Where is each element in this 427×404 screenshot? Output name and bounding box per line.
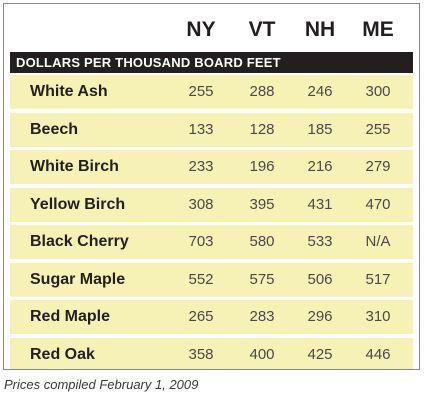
price-cell-me: 517	[365, 270, 391, 288]
price-cell-nh: 246	[307, 83, 333, 100]
price-cell-nh: 185	[307, 120, 333, 138]
price-cell-vt: 575	[249, 270, 275, 288]
price-cell-vt: 196	[249, 158, 275, 175]
price-cell-ny: 703	[188, 233, 214, 250]
column-header-row: NY VT NH ME	[4, 18, 419, 50]
price-cell-vt: 288	[249, 83, 275, 100]
species-name: Red Oak	[30, 345, 95, 363]
column-header-nh: NH	[304, 18, 336, 41]
table-row: Black Cherry 703 580 533 N/A	[10, 225, 413, 259]
price-cell-nh: 216	[307, 158, 333, 175]
species-name: Yellow Birch	[30, 195, 126, 213]
column-header-me: ME	[362, 18, 394, 41]
price-cell-ny: 255	[188, 83, 214, 100]
table-row: White Ash 255 288 246 300	[10, 75, 413, 109]
price-cell-vt: 283	[249, 308, 275, 325]
price-cell-ny: 233	[188, 158, 214, 175]
species-name: Black Cherry	[30, 233, 129, 250]
species-name: White Ash	[30, 83, 108, 100]
price-cell-ny: 552	[188, 270, 214, 288]
price-cell-vt: 395	[249, 195, 275, 213]
price-cell-me: 446	[365, 345, 391, 363]
table-body: White Ash 255 288 246 300 Beech 133 128 185 255 Wh…	[10, 75, 413, 369]
price-cell-nh: 425	[307, 345, 333, 363]
price-cell-ny: 358	[188, 345, 214, 363]
price-cell-me: 255	[365, 120, 391, 138]
price-cell-me: 470	[365, 195, 391, 213]
table-row: Yellow Birch 308 395 431 470	[10, 187, 413, 222]
price-cell-me: N/A	[365, 233, 391, 250]
price-cell-me: 310	[365, 308, 391, 325]
price-cell-vt: 400	[249, 345, 275, 363]
species-name: Beech	[30, 120, 79, 138]
column-header-ny: NY	[186, 18, 216, 41]
species-name: Sugar Maple	[30, 270, 126, 288]
table-row: White Birch 233 196 216 279	[10, 150, 413, 184]
table-row: Red Oak 358 400 425 446	[10, 337, 413, 369]
price-cell-vt: 128	[249, 120, 275, 138]
price-cell-ny: 308	[188, 195, 214, 213]
price-table: NY VT NH ME DOLLARS PER THOUSAND BOARD F…	[3, 3, 420, 370]
species-name: White Birch	[30, 158, 119, 175]
price-cell-me: 300	[365, 83, 391, 100]
table-row: Red Maple 265 283 296 310	[10, 300, 413, 334]
price-cell-me: 279	[365, 158, 391, 175]
price-cell-ny: 133	[188, 120, 214, 138]
price-cell-nh: 431	[307, 195, 333, 213]
price-cell-ny: 265	[188, 308, 214, 325]
column-header-vt: VT	[248, 18, 276, 41]
table-row: Sugar Maple 552 575 506 517	[10, 262, 413, 297]
price-cell-nh: 506	[307, 270, 333, 288]
unit-subheader: DOLLARS PER THOUSAND BOARD FEET	[10, 52, 413, 73]
price-cell-nh: 533	[307, 233, 333, 250]
species-name: Red Maple	[30, 308, 111, 325]
price-cell-vt: 580	[249, 233, 275, 250]
price-cell-nh: 296	[307, 308, 333, 325]
table-row: Beech 133 128 185 255	[10, 112, 413, 147]
footnote: Prices compiled February 1, 2009	[4, 377, 199, 392]
